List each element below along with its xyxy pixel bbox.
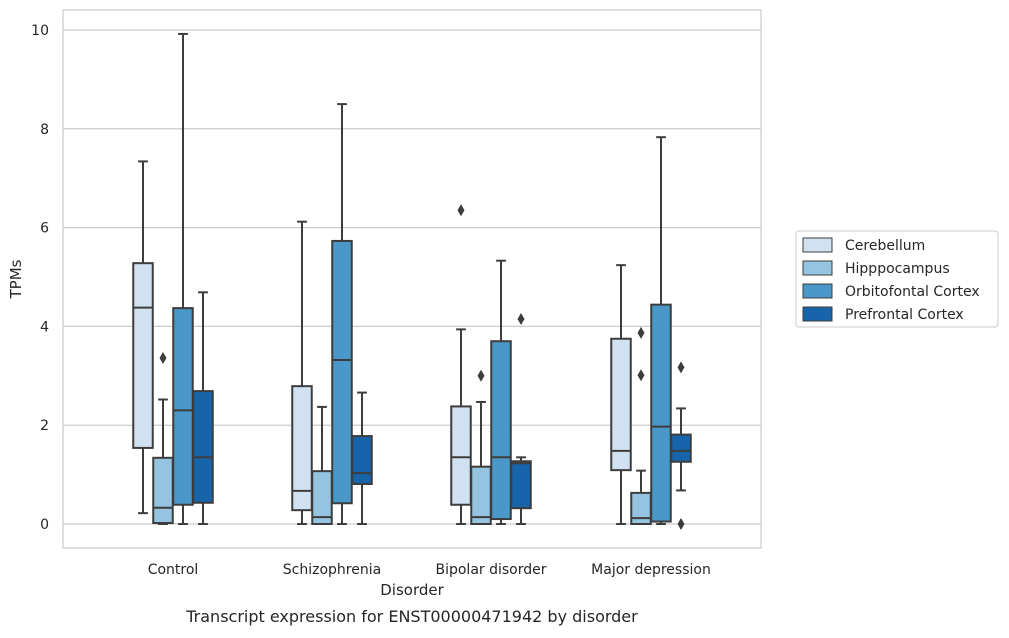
x-tick-label: Control <box>148 562 199 578</box>
legend-swatch <box>802 306 833 322</box>
x-axis-label: Disorder <box>380 581 444 599</box>
box-iqr <box>490 340 512 521</box>
outlier-point <box>517 312 525 325</box>
box-orbitofontal-cortex <box>331 103 353 525</box>
box-prefrontal-cortex <box>192 291 214 525</box>
outlier-point <box>457 204 465 217</box>
legend-label: Orbitofontal Cortex <box>845 284 980 300</box>
box-iqr <box>331 239 353 505</box>
box-iqr <box>192 390 214 504</box>
box-iqr <box>510 460 532 510</box>
box-hipppocampus <box>311 405 333 525</box>
legend-label: Prefrontal Cortex <box>845 307 964 323</box>
box-orbitofontal-cortex <box>650 136 672 525</box>
outlier-point <box>637 369 645 382</box>
outlier-point <box>677 518 685 530</box>
box-iqr <box>172 307 194 506</box>
y-axis-label: TPMs <box>7 259 25 299</box>
box-hipppocampus <box>152 352 174 525</box>
y-tick-labels: 0 2 4 6 8 10 <box>31 23 49 533</box>
y-tick-label: 8 <box>40 122 49 138</box>
y-tick-label: 6 <box>40 221 49 237</box>
box-cerebellum <box>610 264 632 525</box>
x-tick-label: Schizophrenia <box>283 562 381 578</box>
box-iqr <box>311 470 333 525</box>
x-tick-label: Major depression <box>591 562 711 578</box>
box-prefrontal-cortex <box>670 361 692 530</box>
box-orbitofontal-cortex <box>172 32 194 525</box>
x-tick-labels: Control Schizophrenia Bipolar disorder Majo… <box>148 562 711 578</box>
plot-frame <box>62 9 762 549</box>
box-cerebellum <box>291 220 313 525</box>
legend-frame <box>795 230 999 328</box>
box-iqr <box>152 456 174 525</box>
box-iqr <box>132 262 154 449</box>
box-iqr <box>470 465 492 526</box>
box-iqr <box>351 435 373 485</box>
legend-swatch <box>802 237 833 253</box>
legend-label: Hipppocampus <box>845 261 950 277</box>
y-tick-label: 0 <box>40 517 49 533</box>
box-prefrontal-cortex <box>510 312 532 525</box>
box-iqr <box>291 385 313 512</box>
box-hipppocampus <box>630 326 652 525</box>
box-iqr <box>630 491 652 525</box>
box-iqr <box>450 405 472 506</box>
box-iqr <box>610 337 632 472</box>
box-cerebellum <box>450 204 472 525</box>
box-iqr <box>670 433 692 463</box>
outlier-point <box>477 369 485 382</box>
legend-label: Cerebellum <box>845 238 925 254</box>
legend-swatch <box>802 260 833 276</box>
outlier-point <box>159 352 167 365</box>
x-tick-label: Bipolar disorder <box>435 562 546 578</box>
box-hipppocampus <box>470 369 492 526</box>
legend: Cerebellum Hipppocampus Orbitofontal Corte… <box>795 230 999 328</box>
legend-swatch <box>802 283 833 299</box>
outlier-point <box>677 361 685 374</box>
y-tick-label: 10 <box>31 23 49 39</box>
boxes <box>132 32 692 530</box>
box-cerebellum <box>132 160 154 515</box>
y-tick-label: 2 <box>40 418 49 434</box>
box-orbitofontal-cortex <box>490 259 512 525</box>
outlier-point <box>637 326 645 339</box>
y-tick-label: 4 <box>40 319 49 335</box>
chart-caption: Transcript expression for ENST0000047194… <box>185 607 638 626</box>
box-iqr <box>650 303 672 523</box>
box-prefrontal-cortex <box>351 391 373 525</box>
